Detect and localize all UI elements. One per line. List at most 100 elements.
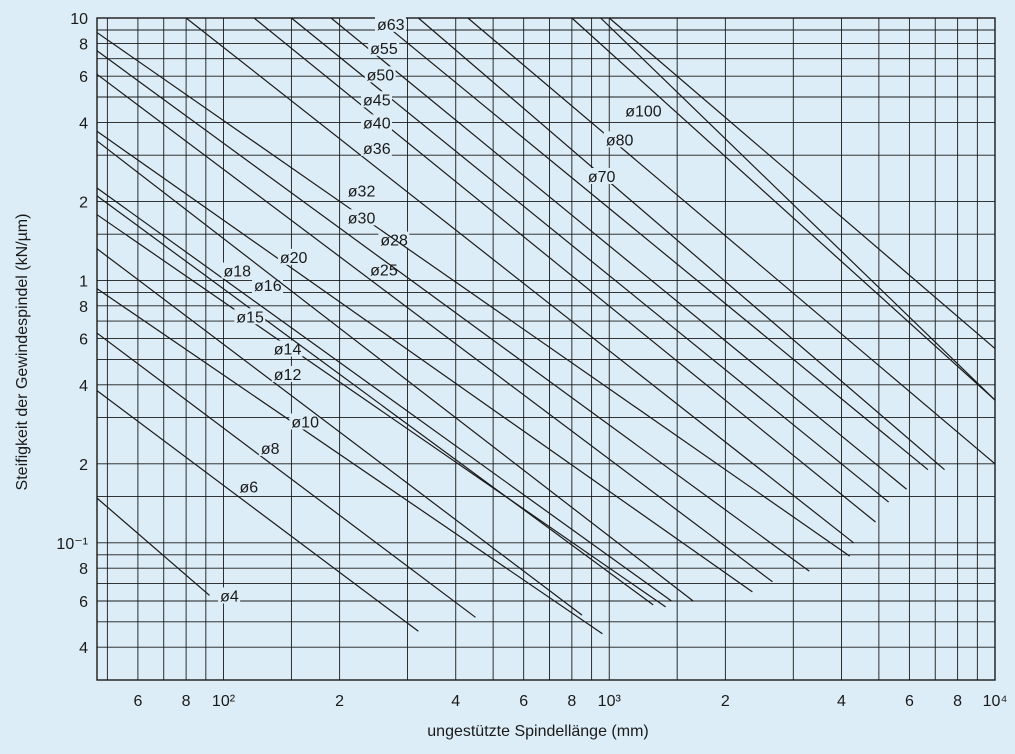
series-line-d80 [600,17,996,401]
series-label-d30: ø30 [348,210,376,227]
series-label-d70: ø70 [588,169,616,186]
tick-layer: 6 8 10² 2 4 6 8 10³ 2 4 6 8 10⁴ 10 8 6 4 2 1 8 6 4 2 10⁻¹ 8 6 4 [56,11,1007,710]
series-label-bg-d6 [237,478,260,495]
series-label-d63: ø63 [377,17,405,34]
series-line-d16 [96,187,672,602]
series-label-bg-d45 [361,91,393,108]
x-axis-label: ungestützte Spindellänge (mm) [427,723,648,740]
y-tick-label: 8 [79,36,88,53]
x-tick-label: 8 [567,693,576,710]
series-label-bg-d100 [623,102,664,119]
grid-layer [96,17,996,681]
series-line-d45 [330,17,907,490]
x-tick-label: 2 [335,693,344,710]
y-tick-label: 4 [79,115,88,132]
series-label-d18: ø18 [223,264,251,281]
series-label-bg-d70 [585,167,617,184]
series-label-bg-d80 [603,131,635,148]
x-tick-label: 4 [837,693,846,710]
series-line-d70 [571,17,996,401]
series-line-d50 [376,17,929,471]
y-tick-label: 8 [79,561,88,578]
x-tick-label: 8 [182,693,191,710]
y-tick-label: 4 [79,378,88,395]
y-axis-label: Steifigkeit der Gewindespindel (kN/µm) [14,214,31,491]
series-line-d14 [96,214,666,608]
series-label-bg-d63 [374,15,406,32]
series-label-d20: ø20 [280,250,308,267]
y-tick-label: 10⁻¹ [56,536,88,553]
x-tick-label: 8 [953,693,962,710]
series-label-d36: ø36 [363,141,391,158]
series-label-bg-d36 [361,139,393,156]
x-tick-label: 10³ [598,693,622,710]
x-tick-label: 6 [905,693,914,710]
series-label-d8: ø8 [261,441,280,458]
series-label-d32: ø32 [348,184,376,201]
series-label-d6: ø6 [239,479,258,496]
series-label-bg-d40 [361,114,393,131]
series-line-d4 [96,497,210,596]
x-tick-label: 6 [519,693,528,710]
series-label-d4: ø4 [220,588,239,605]
series-line-d15 [96,195,654,606]
series-line-d20 [96,130,753,593]
series-label-bg-d20 [277,248,309,265]
y-tick-label: 4 [79,640,88,657]
x-tick-label: 10⁴ [983,693,1008,710]
x-tick-label: 6 [133,693,142,710]
y-tick-label: 8 [79,299,88,316]
series-line-d12 [96,248,583,616]
series-label-d40: ø40 [363,115,391,132]
plot-frame [96,17,996,681]
series-line-d25 [96,73,773,583]
x-tick-label: 10² [212,693,236,710]
series-line-d10 [96,288,603,635]
series-label-d15: ø15 [236,309,264,326]
y-tick-label: 10 [70,11,88,28]
series-label-bg-d55 [368,39,400,56]
y-tick-label: 2 [79,457,88,474]
series-label-bg-d4 [218,587,241,604]
series-line-d30 [96,32,851,557]
series-label-d55: ø55 [370,41,398,58]
series-label-d100: ø100 [625,103,662,120]
series-label-d16: ø16 [254,278,282,295]
series-label-d10: ø10 [291,414,319,431]
series-label-bg-d10 [289,413,321,430]
y-tick-label: 1 [79,273,88,290]
series-label-d80: ø80 [606,132,634,149]
series-label-d45: ø45 [363,92,391,109]
x-tick-label: 2 [721,693,730,710]
series-label-d50: ø50 [367,67,395,84]
series-line-d8 [96,332,476,618]
series-label-d25: ø25 [370,263,398,280]
series-line-d40 [291,17,890,503]
y-tick-label: 6 [79,594,88,611]
series-line-d32 [185,17,854,544]
series-line-d100 [608,17,996,349]
series-label-d12: ø12 [274,367,302,384]
series-label-bg-d8 [258,439,281,456]
series-label-bg-d15 [234,308,266,325]
series-label-d14: ø14 [274,342,302,359]
series-label-bg-d16 [252,277,284,294]
series-label-bg-d18 [221,262,253,279]
series-line-d63 [467,17,996,465]
series-label-bg-d30 [345,209,377,226]
y-tick-label: 6 [79,69,88,86]
y-tick-label: 6 [79,332,88,349]
series-label-d28: ø28 [380,233,408,250]
series-label-bg-d12 [271,365,303,382]
series-line-d36 [253,17,876,523]
x-tick-label: 4 [451,693,460,710]
series-label-bg-d32 [345,182,377,199]
series-line-d28 [96,50,810,572]
y-tick-label: 2 [79,194,88,211]
series-label-bg-d50 [364,66,396,83]
series-label-bg-d14 [271,340,303,357]
series-line-d6 [96,390,419,632]
